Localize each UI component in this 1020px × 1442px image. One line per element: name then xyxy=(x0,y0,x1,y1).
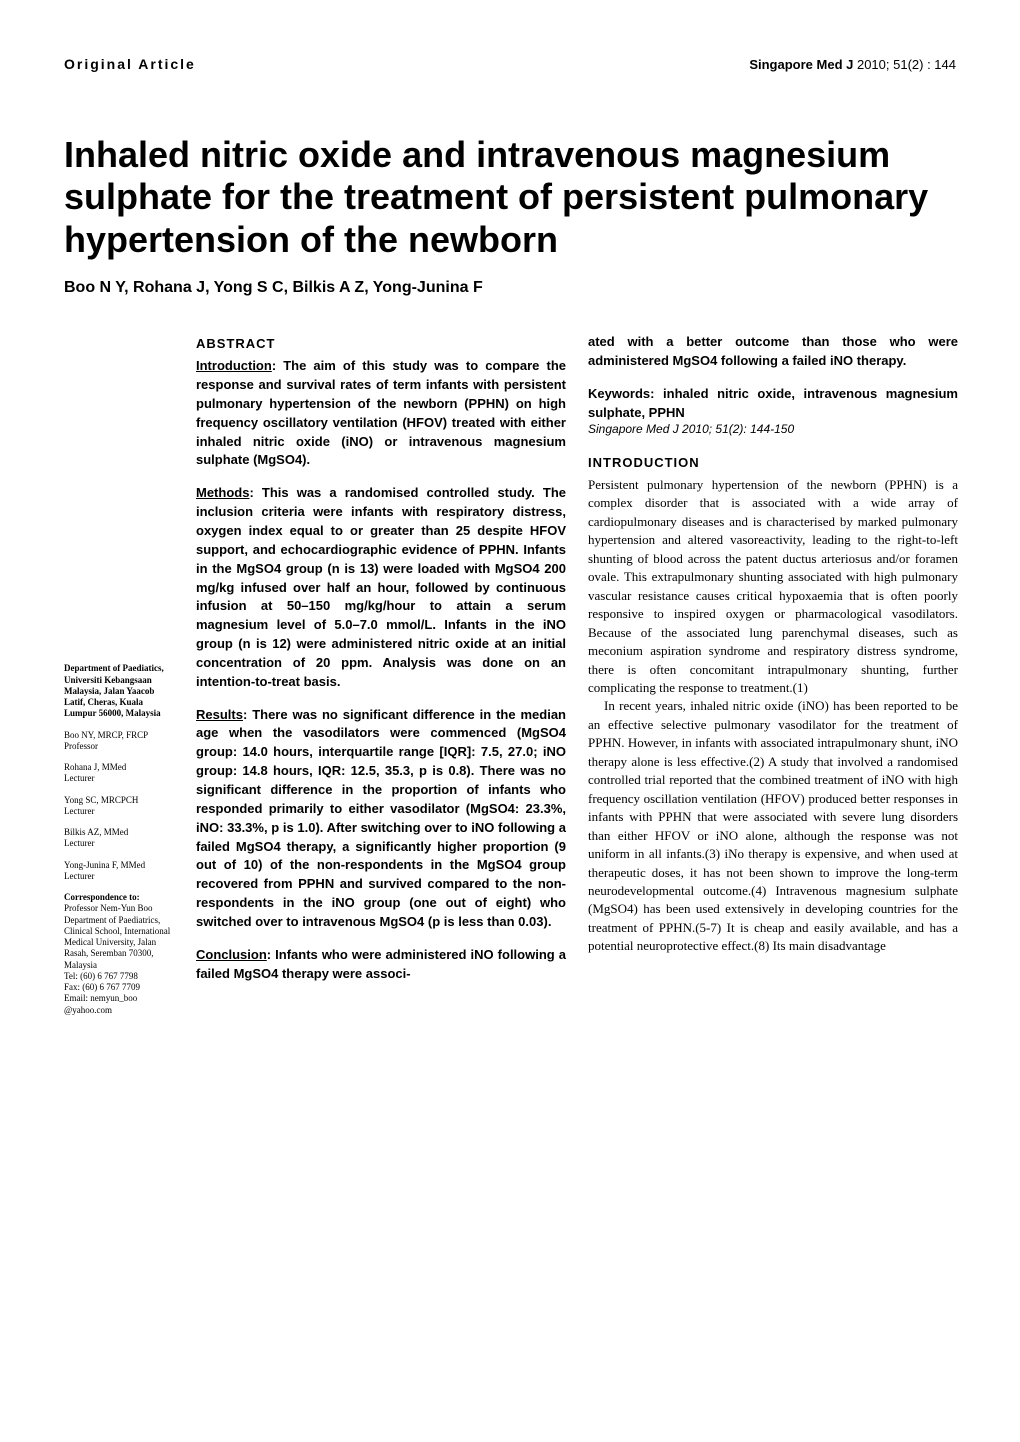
intro-p2: In recent years, inhaled nitric oxide (i… xyxy=(588,697,958,955)
author-detail: Bilkis AZ, MMed Lecturer xyxy=(64,827,174,850)
article-title: Inhaled nitric oxide and intravenous mag… xyxy=(64,134,956,261)
correspondence: Correspondence to: Professor Nem-Yun Boo… xyxy=(64,892,174,1016)
keywords-label: Keywords: xyxy=(588,386,654,401)
affiliation-rail: Department of Paediatics, Universiti Keb… xyxy=(64,333,174,1026)
intro-p1: Persistent pulmonary hypertension of the… xyxy=(588,476,958,697)
article-type: Original Article xyxy=(64,56,196,72)
introduction-body: Persistent pulmonary hypertension of the… xyxy=(588,476,958,956)
methods-runin: Methods xyxy=(196,485,249,500)
abstract-methods: Methods: This was a randomised controlle… xyxy=(196,484,566,691)
running-head: Original Article Singapore Med J 2010; 5… xyxy=(64,56,956,72)
abstract-citation: Singapore Med J 2010; 51(2): 144-150 xyxy=(588,421,958,438)
author-role: Lecturer xyxy=(64,773,174,784)
intro-runin: Introduction xyxy=(196,358,272,373)
results-runin: Results xyxy=(196,707,243,722)
introduction-head: INTRODUCTION xyxy=(588,454,958,473)
journal-name: Singapore Med J xyxy=(749,57,853,72)
authors: Boo N Y, Rohana J, Yong S C, Bilkis A Z,… xyxy=(64,279,956,297)
abstract-conclusion-part2: ated with a better outcome than those wh… xyxy=(588,333,958,371)
author-name: Rohana J, MMed xyxy=(64,762,174,773)
journal-reference: Singapore Med J 2010; 51(2) : 144 xyxy=(749,57,956,72)
author-detail: Yong SC, MRCPCH Lecturer xyxy=(64,795,174,818)
author-name: Boo NY, MRCP, FRCP xyxy=(64,730,174,741)
intro-text: : The aim of this study was to compare t… xyxy=(196,358,566,467)
author-detail: Boo NY, MRCP, FRCP Professor xyxy=(64,730,174,753)
correspondence-head: Correspondence to: xyxy=(64,892,174,903)
column-1: ABSTRACT Introduction: The aim of this s… xyxy=(196,333,566,1026)
author-name: Bilkis AZ, MMed xyxy=(64,827,174,838)
abstract-head: ABSTRACT xyxy=(196,335,566,354)
abstract-results: Results: There was no significant differ… xyxy=(196,706,566,932)
keywords: Keywords: inhaled nitric oxide, intraven… xyxy=(588,385,958,423)
column-2: ated with a better outcome than those wh… xyxy=(588,333,958,1026)
author-role: Lecturer xyxy=(64,871,174,882)
author-name: Yong SC, MRCPCH xyxy=(64,795,174,806)
conclusion-runin: Conclusion xyxy=(196,947,267,962)
author-role: Lecturer xyxy=(64,806,174,817)
affiliation: Department of Paediatics, Universiti Keb… xyxy=(64,663,174,719)
author-detail: Yong-Junina F, MMed Lecturer xyxy=(64,860,174,883)
author-name: Yong-Junina F, MMed xyxy=(64,860,174,871)
journal-issue: 2010; 51(2) : 144 xyxy=(853,57,956,72)
author-detail: Rohana J, MMed Lecturer xyxy=(64,762,174,785)
correspondence-body: Professor Nem-Yun Boo Department of Paed… xyxy=(64,903,174,1016)
abstract-introduction: Introduction: The aim of this study was … xyxy=(196,357,566,470)
author-role: Professor xyxy=(64,741,174,752)
author-role: Lecturer xyxy=(64,838,174,849)
main-grid: Department of Paediatics, Universiti Keb… xyxy=(64,333,956,1026)
methods-text: : This was a randomised controlled study… xyxy=(196,485,566,688)
results-text: : There was no significant difference in… xyxy=(196,707,566,929)
abstract-conclusion-part1: Conclusion: Infants who were administere… xyxy=(196,946,566,984)
